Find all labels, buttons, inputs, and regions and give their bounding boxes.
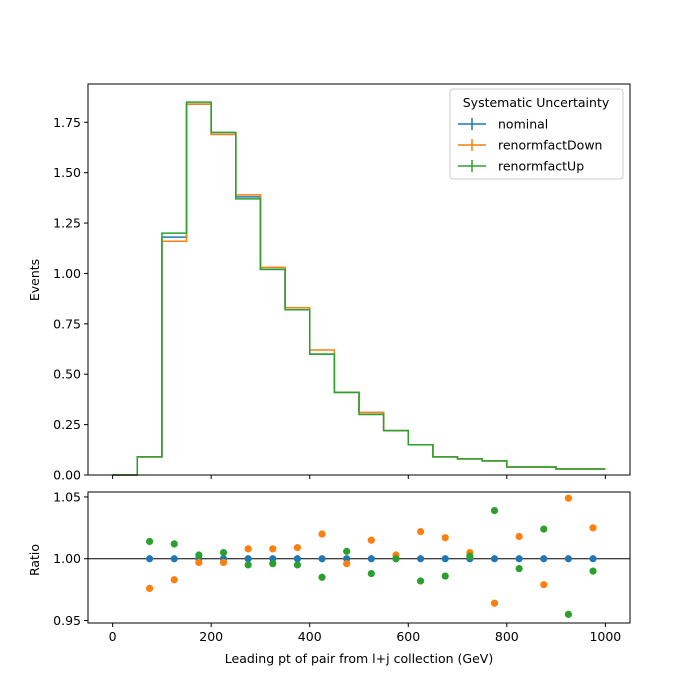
ratio-point-nominal (441, 555, 449, 563)
ratio-point-renormfactUp (416, 577, 425, 585)
ratio-point-renormfactDown (515, 532, 523, 541)
legend: Systematic Uncertainty nominal renormfact… (449, 88, 624, 180)
ratio-point-renormfactUp (343, 547, 351, 555)
x-tick-label: 0 (109, 629, 117, 644)
ratio-point-renormfactDown (540, 581, 548, 589)
legend-items: nominal renormfactDown renormfactUp (458, 117, 602, 174)
ratio-point-renormfactUp (540, 525, 548, 533)
ratio-point-renormfactDown (244, 545, 252, 553)
ratio-point-renormfactDown (589, 524, 597, 532)
ratio-point-renormfactUp (219, 548, 228, 557)
ratio-point-nominal (269, 555, 277, 563)
legend-label: nominal (498, 117, 548, 132)
ratio-x-axis: 0 200 400 600 800 1000 (109, 623, 621, 644)
ratio-y-tick-label: 1.00 (53, 551, 81, 566)
ratio-point-renormfactDown (490, 599, 499, 607)
x-tick-label: 1000 (589, 629, 621, 644)
main-y-tick-label: 1.00 (53, 266, 81, 281)
ratio-point-renormfactUp (195, 551, 203, 559)
ratio-point-renormfactUp (466, 552, 474, 560)
main-x-axis (112, 475, 606, 479)
ratio-point-renormfactDown (318, 530, 326, 538)
ratio-point-renormfactDown (269, 545, 277, 553)
ratio-point-nominal (244, 555, 252, 563)
ratio-point-renormfactUp (170, 540, 178, 548)
ratio-point-renormfactDown (145, 584, 154, 592)
ratio-point-renormfactUp (269, 560, 277, 568)
main-y-tick-label: 1.75 (53, 115, 81, 130)
ratio-series-group (145, 494, 597, 618)
main-y-tick-label: 0.50 (53, 367, 81, 382)
ratio-point-nominal (293, 555, 302, 563)
ratio-point-nominal (170, 555, 178, 563)
ratio-point-renormfactDown (170, 576, 178, 584)
ratio-point-nominal (540, 555, 548, 563)
ratio-y-tick-label: 0.95 (53, 613, 81, 628)
ratio-point-renormfactDown (564, 494, 573, 502)
ratio-point-nominal (490, 555, 499, 563)
legend-item-renormfactUp: renormfactUp (458, 159, 584, 174)
ratio-axes-frame (87, 491, 631, 624)
main-y-tick-label: 0.00 (53, 468, 81, 483)
main-y-tick-label: 0.75 (53, 316, 81, 331)
legend-item-renormfactDown: renormfactDown (458, 138, 602, 153)
ratio-point-nominal (416, 555, 425, 563)
ratio-point-renormfactUp (515, 565, 523, 573)
main-y-axis-label: Events (27, 259, 42, 301)
x-axis-label: Leading pt of pair from l+j collection (… (225, 651, 493, 666)
ratio-point-renormfactDown (416, 527, 425, 536)
ratio-point-nominal (343, 555, 351, 563)
ratio-point-nominal (367, 555, 375, 563)
ratio-point-renormfactDown (219, 558, 228, 567)
ratio-point-renormfactUp (367, 569, 375, 578)
ratio-point-renormfactUp (244, 561, 252, 569)
ratio-point-renormfactUp (490, 506, 499, 515)
x-tick-label: 800 (495, 629, 519, 644)
ratio-point-nominal (515, 555, 523, 563)
main-y-tick-label: 1.50 (53, 165, 81, 180)
ratio-y-axis: 0.95 1.00 1.05 (53, 489, 88, 628)
ratio-point-renormfactUp (145, 537, 154, 546)
ratio-point-renormfactUp (318, 573, 326, 581)
legend-box (449, 88, 624, 180)
ratio-y-tick-label: 1.05 (53, 489, 81, 504)
series-line-renormfactUp (112, 101, 606, 476)
legend-item-nominal: nominal (458, 117, 548, 132)
ratio-point-renormfactDown (441, 534, 449, 542)
x-tick-label: 400 (298, 629, 322, 644)
ratio-point-renormfactUp (441, 572, 449, 580)
x-tick-label: 600 (396, 629, 420, 644)
ratio-point-renormfactDown (367, 536, 375, 544)
ratio-point-renormfactDown (195, 558, 203, 567)
main-y-tick-label: 1.25 (53, 216, 81, 231)
legend-title: Systematic Uncertainty (463, 95, 610, 110)
ratio-point-nominal (564, 555, 573, 563)
ratio-point-renormfactUp (589, 567, 597, 575)
legend-label: renormfactUp (498, 159, 584, 174)
main-y-axis: 0.00 0.25 0.50 0.75 1.00 1.25 1.50 1.75 (53, 115, 88, 483)
ratio-y-axis-label: Ratio (27, 544, 42, 576)
legend-label: renormfactDown (498, 138, 602, 153)
main-series-group (112, 101, 606, 476)
ratio-point-nominal (145, 555, 154, 563)
ratio-point-renormfactUp (564, 610, 573, 618)
x-tick-label: 200 (199, 629, 223, 644)
ratio-point-nominal (318, 555, 326, 563)
ratio-plot-area (88, 492, 630, 623)
ratio-point-nominal (589, 555, 597, 563)
main-y-tick-label: 0.25 (53, 417, 81, 432)
ratio-point-renormfactUp (392, 555, 400, 563)
main-axes-frame (87, 83, 631, 476)
ratio-panel: 0.95 1.00 1.05 0 200 400 600 800 1000 Ratio Lea… (27, 489, 631, 666)
ratio-point-renormfactDown (343, 560, 351, 568)
ratio-point-renormfactDown (293, 544, 302, 552)
ratio-point-renormfactUp (293, 561, 302, 569)
